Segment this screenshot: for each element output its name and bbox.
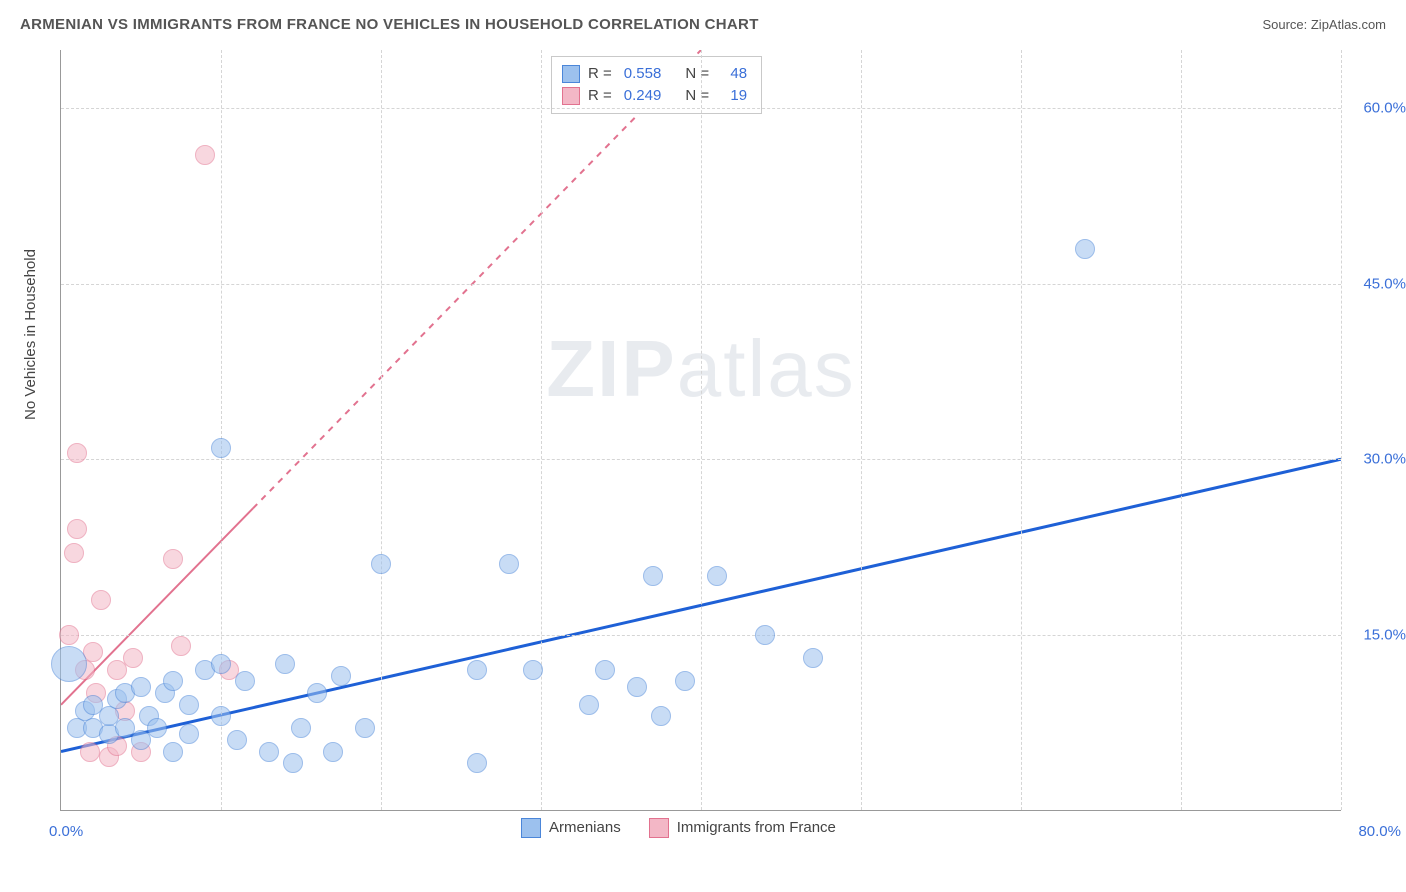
gridline-v <box>861 50 862 810</box>
legend-label: Armenians <box>549 819 621 836</box>
data-point <box>523 660 543 680</box>
y-tick-label: 45.0% <box>1363 275 1406 292</box>
data-point <box>643 566 663 586</box>
legend-swatch <box>562 87 580 105</box>
data-point <box>80 742 100 762</box>
legend-item: Immigrants from France <box>649 818 836 838</box>
data-point <box>211 706 231 726</box>
chart-title: ARMENIAN VS IMMIGRANTS FROM FRANCE NO VE… <box>20 16 759 33</box>
data-point <box>803 648 823 668</box>
data-point <box>211 438 231 458</box>
data-point <box>323 742 343 762</box>
data-point <box>123 648 143 668</box>
data-point <box>275 654 295 674</box>
y-axis-title: No Vehicles in Household <box>22 249 39 420</box>
data-point <box>707 566 727 586</box>
data-point <box>595 660 615 680</box>
source-label: Source: ZipAtlas.com <box>1262 17 1386 32</box>
gridline-v <box>221 50 222 810</box>
correlation-legend: R = 0.558 N = 48 R = 0.249 N = 19 <box>551 56 762 114</box>
data-point <box>147 718 167 738</box>
data-point <box>64 543 84 563</box>
x-tick-max: 80.0% <box>1358 823 1401 840</box>
data-point <box>235 671 255 691</box>
series-legend: Armenians Immigrants from France <box>521 818 836 838</box>
legend-swatch <box>649 818 669 838</box>
data-point <box>499 554 519 574</box>
y-tick-label: 15.0% <box>1363 626 1406 643</box>
gridline-v <box>1181 50 1182 810</box>
data-point <box>627 677 647 697</box>
gridline-v <box>701 50 702 810</box>
data-point <box>163 671 183 691</box>
data-point <box>259 742 279 762</box>
data-point <box>163 742 183 762</box>
gridline-v <box>541 50 542 810</box>
data-point <box>179 724 199 744</box>
data-point <box>1075 239 1095 259</box>
data-point <box>163 549 183 569</box>
legend-swatch <box>521 818 541 838</box>
data-point <box>283 753 303 773</box>
data-point <box>131 677 151 697</box>
legend-item: Armenians <box>521 818 621 838</box>
legend-r-value: 0.558 <box>624 63 662 85</box>
data-point <box>467 753 487 773</box>
chart-plot-area: ZIPatlas R =0.558N =48R =0.249N =19 Arme… <box>60 50 1341 811</box>
legend-r-value: 0.249 <box>624 85 662 107</box>
legend-n-label: N = <box>685 63 709 85</box>
y-tick-label: 30.0% <box>1363 451 1406 468</box>
legend-row: R = 0.558 N = 48 <box>562 63 751 85</box>
legend-n-value: 19 <box>721 85 747 107</box>
legend-r-label: R = <box>588 63 612 85</box>
legend-label: Immigrants from France <box>677 819 836 836</box>
gridline-v <box>1021 50 1022 810</box>
legend-n-label: N = <box>685 85 709 107</box>
legend-swatch <box>562 65 580 83</box>
data-point <box>291 718 311 738</box>
data-point <box>579 695 599 715</box>
data-point <box>67 519 87 539</box>
data-point <box>331 666 351 686</box>
data-point <box>67 443 87 463</box>
data-point <box>179 695 199 715</box>
data-point <box>371 554 391 574</box>
data-point <box>195 145 215 165</box>
data-point <box>227 730 247 750</box>
data-point <box>651 706 671 726</box>
y-tick-label: 60.0% <box>1363 100 1406 117</box>
legend-row: R = 0.249 N = 19 <box>562 85 751 107</box>
data-point <box>675 671 695 691</box>
gridline-v <box>381 50 382 810</box>
data-point <box>211 654 231 674</box>
x-tick-min: 0.0% <box>49 823 83 840</box>
data-point <box>307 683 327 703</box>
data-point <box>355 718 375 738</box>
data-point <box>59 625 79 645</box>
data-point <box>171 636 191 656</box>
data-point <box>755 625 775 645</box>
legend-r-label: R = <box>588 85 612 107</box>
data-point <box>51 646 87 682</box>
data-point <box>467 660 487 680</box>
gridline-v <box>1341 50 1342 810</box>
legend-n-value: 48 <box>721 63 747 85</box>
data-point <box>91 590 111 610</box>
